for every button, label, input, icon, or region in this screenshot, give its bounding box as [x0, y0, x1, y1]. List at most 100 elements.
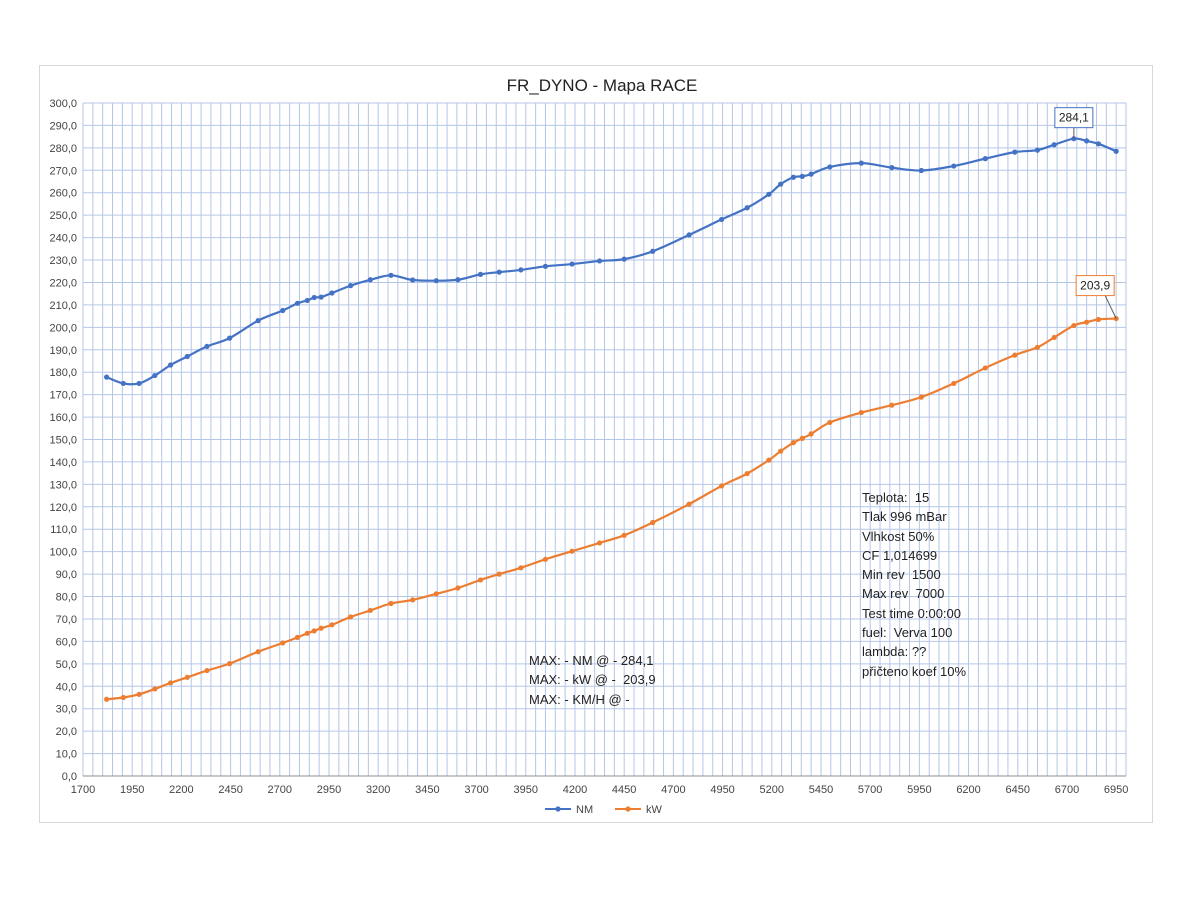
data-point-nm	[766, 191, 772, 197]
data-point-kw	[1034, 344, 1041, 350]
annotation-line: CF 1,014699	[862, 547, 938, 563]
axes: 0,0 10,0 20,0 30,0 40,0 50,0 60,0 70,0 80,0 90,0 1…	[49, 98, 1128, 796]
y-tick-label: 280,0	[49, 143, 77, 155]
data-point-nm	[433, 278, 439, 284]
y-tick-label: 40,0	[56, 681, 77, 693]
data-point-kw	[1071, 322, 1077, 329]
data-point-kw	[311, 628, 317, 634]
y-tick-label: 170,0	[49, 390, 77, 402]
data-point-kw	[184, 674, 190, 680]
y-tick-label: 220,0	[49, 277, 77, 289]
data-point-nm	[120, 380, 126, 387]
y-tick-label: 300,0	[49, 98, 77, 110]
x-tick-label: 6450	[1006, 784, 1030, 796]
annotation-line: fuel: Verva 100	[862, 625, 953, 641]
annotation-line: MAX: - NM @ - 284,1	[529, 653, 654, 668]
data-point-kw	[542, 556, 549, 562]
y-tick-label: 130,0	[49, 479, 77, 491]
data-point-kw	[496, 571, 502, 577]
data-point-kw	[744, 470, 750, 477]
y-tick-label: 120,0	[49, 502, 77, 514]
y-tick-label: 150,0	[49, 435, 77, 447]
data-point-nm	[744, 205, 750, 211]
x-tick-label: 1700	[71, 784, 95, 796]
data-point-nm	[304, 297, 310, 304]
test-info: Teplota: 15 Tlak 996 mBar Vlhkost 50% CF 1,…	[862, 488, 966, 681]
y-tick-label: 140,0	[49, 457, 77, 469]
data-point-nm	[1113, 148, 1119, 154]
data-point-nm	[1051, 142, 1057, 148]
y-tick-label: 0,0	[62, 771, 77, 783]
data-point-kw	[790, 440, 797, 446]
data-point-nm	[686, 232, 692, 238]
data-point-nm	[410, 277, 416, 283]
data-point-kw	[104, 696, 110, 702]
x-tick-label: 4700	[661, 784, 685, 796]
data-point-kw	[918, 394, 924, 400]
y-tick-label: 190,0	[49, 345, 77, 357]
data-point-kw	[766, 457, 772, 463]
x-tick-label: 5200	[760, 784, 784, 796]
y-tick-label: 250,0	[49, 210, 77, 222]
data-point-kw	[204, 667, 210, 674]
data-point-nm	[542, 263, 549, 269]
y-tick-label: 80,0	[56, 592, 77, 604]
data-point-kw	[294, 634, 301, 640]
y-tick-label: 270,0	[49, 165, 77, 177]
data-point-nm	[569, 261, 575, 267]
data-point-nm	[858, 160, 864, 166]
data-point-kw	[255, 649, 261, 655]
dyno-chart: FR_DYNO - Mapa RACE 0,0 10,0 20,0 30,0 40,0 5…	[49, 76, 1128, 816]
data-point-kw	[136, 691, 142, 697]
y-tick-label: 70,0	[56, 614, 77, 626]
legend: NM kW	[545, 804, 663, 816]
y-tick-label: 90,0	[56, 569, 77, 581]
y-tick-label: 290,0	[49, 120, 77, 132]
data-point-kw	[152, 686, 158, 692]
data-point-nm	[951, 163, 957, 169]
x-tick-label: 3200	[366, 784, 390, 796]
data-point-kw	[686, 501, 692, 507]
grid-lines	[82, 102, 1127, 777]
x-tick-label: 2950	[317, 784, 341, 796]
label-box-kw	[1075, 275, 1115, 297]
x-tick-label: 4200	[563, 784, 587, 796]
max-label-kw: 203,9	[1080, 279, 1110, 293]
data-point-kw	[477, 577, 484, 583]
annotation-line: přičteno koef 10%	[862, 663, 967, 679]
legend-label-kw: kW	[646, 804, 663, 816]
x-tick-label: 2200	[169, 784, 193, 796]
data-point-kw	[433, 591, 439, 597]
legend-marker-kw	[625, 806, 631, 812]
x-tick-label: 5700	[858, 784, 882, 796]
annotation-line: Test time 0:00:00	[862, 605, 961, 621]
x-tick-label: 6700	[1055, 784, 1079, 796]
data-point-kw	[227, 661, 233, 667]
data-point-kw	[718, 483, 725, 489]
data-point-nm	[318, 294, 324, 300]
data-point-nm	[167, 362, 174, 368]
x-tick-label: 2450	[218, 784, 242, 796]
y-tick-label: 260,0	[49, 188, 77, 200]
y-tick-label: 240,0	[49, 233, 77, 245]
y-tick-label: 60,0	[56, 636, 77, 648]
y-tick-label: 100,0	[49, 547, 77, 559]
data-point-nm	[367, 277, 373, 283]
data-point-nm	[808, 171, 814, 177]
y-tick-label: 210,0	[49, 300, 77, 312]
data-point-nm	[918, 167, 924, 174]
annotation-line: Tlak 996 mBar	[862, 509, 947, 525]
data-point-kw	[827, 419, 833, 426]
data-point-kw	[518, 565, 524, 571]
data-point-nm	[596, 258, 603, 264]
x-tick-label: 1950	[120, 784, 144, 796]
x-tick-label: 5450	[809, 784, 833, 796]
data-point-nm	[982, 156, 988, 162]
data-point-kw	[799, 435, 805, 441]
chart-title: FR_DYNO - Mapa RACE	[507, 76, 698, 95]
x-tick-label: 6200	[956, 784, 980, 796]
y-tick-label: 200,0	[49, 322, 77, 334]
x-tick-label: 4950	[710, 784, 734, 796]
y-tick-label: 30,0	[56, 704, 77, 716]
data-point-nm	[1034, 147, 1041, 153]
